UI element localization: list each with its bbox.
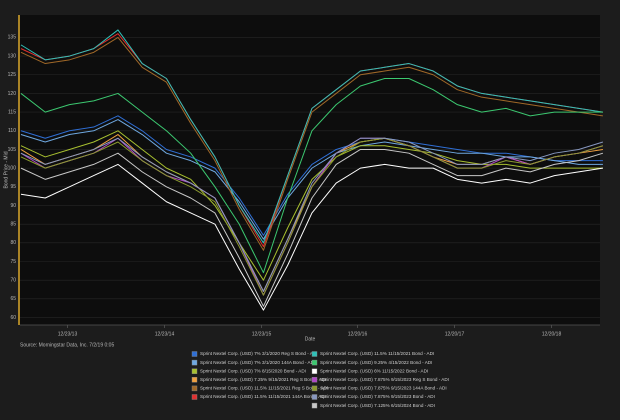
series-line (20, 148, 604, 307)
legend-swatch (191, 359, 198, 366)
legend-label: Sprint Nextel Corp. (USD) 7.875% 9/15/20… (320, 377, 449, 382)
legend-swatch (311, 351, 318, 357)
y-tick-label: 125 (8, 72, 17, 78)
legend-swatch (311, 394, 318, 400)
legend-swatch (311, 385, 318, 392)
legend-swatch (191, 351, 198, 357)
x-tick-label: 12/20/17 (445, 331, 465, 337)
legend-swatch (311, 359, 318, 366)
source: Source: Morningstar Data, Inc. 7/2/19 0:… (20, 342, 114, 348)
x-tick-label: 12/20/16 (348, 331, 368, 337)
legend-label: Sprint Nextel Corp. (USD) 6% 11/15/2022 … (320, 368, 428, 373)
legend-label: Sprint Nextel Corp. (USD) 7% 3/1/2020 14… (200, 360, 315, 365)
x-tick-label: 12/20/18 (542, 331, 562, 337)
y-tick-label: 120 (8, 91, 17, 97)
x-tick-label: 12/23/15 (252, 331, 272, 337)
legend-label: Sprint Nextel Corp. (USD) 9.25% 4/15/202… (320, 360, 432, 365)
x-tick-label: 12/23/13 (58, 331, 78, 337)
legend-label: Sprint Nextel Corp. (USD) 7.875% 9/15/20… (320, 386, 447, 391)
series-line (20, 77, 603, 274)
series-line (20, 137, 604, 292)
series-line (20, 29, 603, 244)
y-tick-label: 70 (10, 278, 16, 284)
series-line (20, 115, 603, 236)
y-tick-label: 135 (8, 35, 17, 41)
legend-label: Sprint Nextel Corp. (USD) 11.5% 11/15/20… (320, 351, 434, 356)
legend-swatch (191, 385, 198, 392)
y-tick-label: 130 (8, 53, 17, 59)
y-tick-label: 60 (10, 315, 16, 321)
y-tick-label: 105 (8, 147, 17, 153)
legend-label: Sprint Nextel Corp. (USD) 7.25% 9/15/202… (200, 377, 326, 382)
y-tick-label: 110 (8, 128, 16, 134)
series-line (20, 36, 603, 251)
y-tick-label: 65 (10, 296, 16, 302)
legend-label: Sprint Nextel Corp. (USD) 7% 8/15/2020 B… (200, 368, 306, 373)
series-line (20, 163, 603, 311)
y-tick-label: 100 (8, 165, 17, 171)
series-line (20, 137, 604, 296)
x-axis-label: Date (305, 336, 316, 342)
legend-swatch (191, 394, 198, 400)
y-tick-label: 80 (10, 240, 16, 246)
y-tick-label: 115 (8, 109, 16, 115)
legend-swatch (311, 377, 318, 383)
legend-label: Sprint Nextel Corp. (USD) 7.125% 6/15/20… (320, 403, 435, 408)
y-tick-label: 85 (10, 221, 16, 227)
y-axis-label: Bond Price - Mid (3, 151, 9, 188)
series-line (20, 130, 603, 281)
legend-label: Sprint Nextel Corp. (USD) 7% 3/1/2020 Re… (200, 351, 317, 356)
legend-label: Sprint Nextel Corp. (USD) 11.5% 11/15/20… (200, 394, 326, 399)
legend-label: Sprint Nextel Corp. (USD) 11.5% 11/15/20… (200, 386, 328, 391)
y-tick-label: 75 (10, 259, 16, 265)
y-tick-label: 95 (10, 184, 16, 190)
legend-swatch (311, 402, 318, 409)
legend-label: Sprint Nextel Corp. (USD) 7.875% 9/15/20… (320, 394, 435, 399)
legend-swatch (311, 368, 318, 374)
legend-swatch (191, 368, 198, 374)
x-tick-label: 12/23/14 (155, 331, 175, 337)
legend-swatch (191, 377, 198, 383)
y-tick-label: 90 (10, 203, 16, 209)
